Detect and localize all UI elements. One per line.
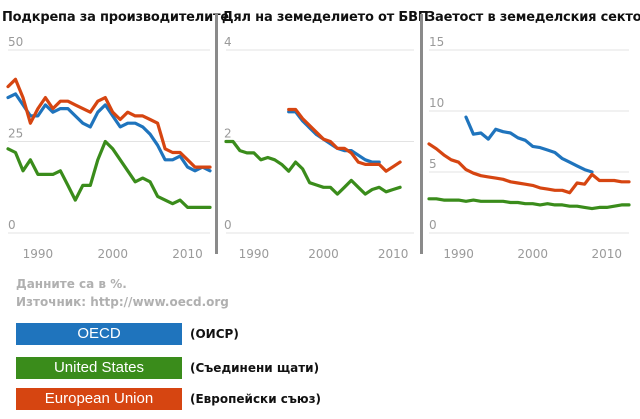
series-line-oecd — [464, 115, 594, 174]
x-tick-label: 2000 — [517, 247, 548, 261]
legend-united-states-translation: (Съединени щати) — [190, 361, 320, 375]
y-tick-label: 10 — [429, 96, 444, 110]
y-tick-label: 25 — [8, 127, 23, 141]
y-tick-label: 5 — [429, 157, 437, 171]
x-tick-label: 1990 — [23, 247, 54, 261]
series-line-united-states — [427, 197, 631, 211]
series-line-european-union — [427, 142, 631, 195]
legend-oecd: OECD — [16, 323, 182, 345]
agriculture-gdp-share-chart: 4 2 0 1990 2000 2010 — [224, 35, 414, 261]
producer-support-chart: 50 25 0 1990 2000 2010 — [6, 35, 212, 261]
x-tick-label: 1990 — [239, 247, 270, 261]
y-tick-label: 0 — [8, 218, 16, 232]
x-tick-label: 2000 — [308, 247, 339, 261]
panel-divider-1 — [215, 14, 218, 254]
panel-3-title: Заетост в земеделския сектор — [426, 10, 640, 25]
series-line-united-states — [224, 139, 402, 196]
x-tick-label: 2010 — [172, 247, 203, 261]
panel-1-title: Подкрепа за производителите — [2, 10, 229, 25]
series-line-european-union — [287, 107, 402, 173]
legend-united-states: United States — [16, 357, 182, 379]
panel-divider-2 — [420, 14, 423, 254]
legend-oecd-translation: (ОИСР) — [190, 327, 239, 341]
x-tick-label: 2010 — [592, 247, 623, 261]
legend-european-union-translation: (Европейски съюз) — [190, 392, 322, 406]
panel-2-title: Дял на земеделието от БВП — [222, 10, 429, 25]
series-line-european-union — [6, 77, 212, 169]
agriculture-employment-chart: 15 10 5 0 1990 2000 2010 — [427, 35, 631, 261]
y-tick-label: 2 — [224, 127, 232, 141]
x-tick-label: 2010 — [378, 247, 409, 261]
y-tick-label: 0 — [429, 218, 437, 232]
units-note: Данните са в %. — [16, 277, 127, 291]
source-note: Източник: http://www.oecd.org — [16, 295, 229, 309]
y-tick-label: 4 — [224, 35, 232, 49]
x-tick-label: 1990 — [443, 247, 474, 261]
y-tick-label: 0 — [224, 218, 232, 232]
y-tick-label: 15 — [429, 35, 444, 49]
x-tick-label: 2000 — [97, 247, 128, 261]
y-tick-label: 50 — [8, 35, 23, 49]
legend-european-union: European Union — [16, 388, 182, 410]
series-line-united-states — [6, 139, 212, 209]
series-line-oecd — [6, 92, 212, 173]
